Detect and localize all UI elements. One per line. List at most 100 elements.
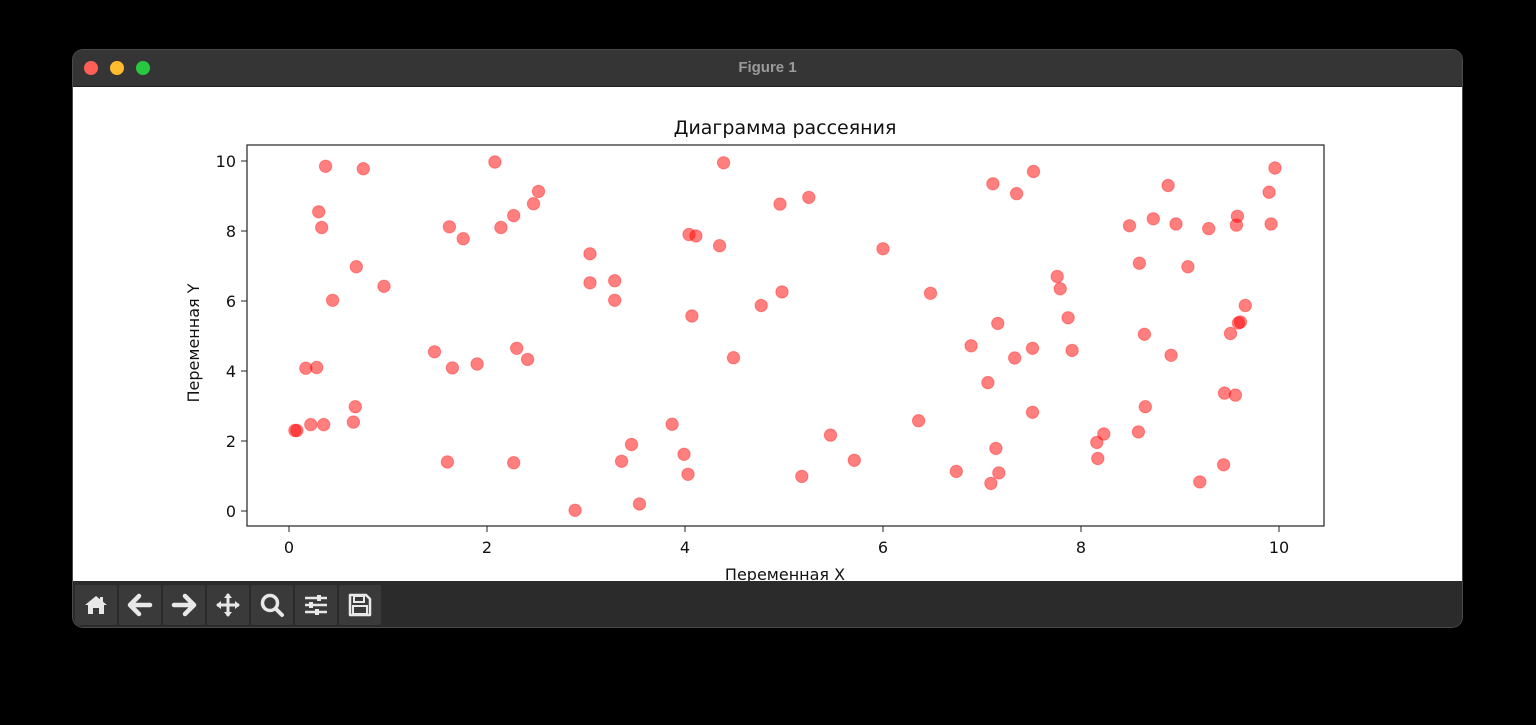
data-point [802, 190, 816, 205]
data-point [317, 417, 331, 432]
zoom-button[interactable] [251, 585, 293, 625]
data-point [726, 351, 741, 365]
data-point [608, 274, 622, 288]
x-tick-label: 4 [680, 538, 690, 557]
y-tick-label: 2 [226, 432, 236, 451]
data-point [290, 423, 304, 438]
data-point [1131, 425, 1146, 439]
data-point [614, 454, 629, 468]
data-point [310, 360, 324, 375]
data-point [1146, 212, 1161, 226]
data-point [583, 247, 597, 261]
data-point [1053, 282, 1067, 296]
data-point [377, 279, 391, 294]
data-point [507, 208, 521, 223]
data-point [989, 441, 1003, 456]
data-point [1202, 221, 1216, 236]
magnifier-icon [260, 593, 284, 617]
data-point [1132, 256, 1147, 270]
y-tick-label: 8 [226, 222, 236, 241]
x-tick-label: 10 [1269, 538, 1289, 557]
minimize-window-button[interactable] [110, 61, 124, 75]
data-point [795, 469, 809, 484]
close-window-button[interactable] [84, 61, 98, 75]
sliders-icon [305, 595, 327, 615]
x-tick-label: 6 [878, 538, 888, 557]
data-point [689, 229, 703, 243]
data-point [1229, 218, 1244, 232]
data-point [445, 361, 460, 375]
data-point [526, 197, 541, 211]
data-point [632, 497, 647, 511]
home-icon [85, 596, 107, 614]
data-point [1090, 435, 1104, 450]
data-point [608, 293, 622, 308]
data-point [1223, 326, 1238, 341]
data-point [1216, 458, 1231, 472]
data-point [507, 456, 521, 470]
data-point [1217, 386, 1232, 400]
navigation-toolbar [73, 581, 1462, 627]
home-button[interactable] [75, 585, 117, 625]
arrow-left-icon [127, 593, 153, 617]
data-point [1181, 260, 1195, 274]
forward-button[interactable] [163, 585, 205, 625]
data-point [470, 357, 484, 371]
data-point [325, 293, 340, 308]
arrow-right-icon [171, 593, 197, 617]
data-point [348, 400, 362, 414]
y-tick-label: 0 [226, 502, 236, 521]
data-point [1061, 311, 1075, 325]
data-point [1268, 161, 1282, 175]
data-point [775, 285, 789, 299]
data-point [716, 156, 731, 170]
data-point [1228, 388, 1243, 402]
x-tick-label: 2 [482, 538, 492, 557]
data-point [665, 417, 679, 431]
data-point [442, 220, 457, 234]
figure-window: Figure 1 0 2 4 6 8 10 0 2 4 6 8 10 Диаграмма рассе… [73, 50, 1462, 627]
data-point [1025, 405, 1040, 419]
axes-frame [246, 144, 1325, 527]
pan-button[interactable] [207, 585, 249, 625]
y-axis-ticks: 0 2 4 6 8 10 [216, 152, 247, 521]
data-point [583, 276, 597, 290]
data-point [1050, 269, 1064, 284]
x-axis-label: Переменная X [725, 565, 845, 581]
maximize-window-button[interactable] [136, 61, 150, 75]
data-point [1137, 327, 1152, 342]
data-point [488, 155, 502, 169]
data-point [312, 205, 326, 219]
data-point [1262, 185, 1276, 199]
title-bar[interactable]: Figure 1 [73, 50, 1462, 87]
data-point [992, 466, 1006, 480]
data-point [494, 220, 508, 235]
data-point [986, 177, 1000, 191]
data-point [1169, 217, 1183, 231]
data-point [346, 415, 361, 429]
data-point [876, 242, 890, 256]
data-point [754, 298, 768, 313]
window-title: Figure 1 [738, 59, 797, 76]
data-point [520, 352, 535, 367]
floppy-disk-icon [348, 593, 372, 617]
data-point [773, 197, 787, 211]
data-point [624, 437, 639, 452]
save-button[interactable] [339, 585, 381, 625]
data-point [304, 417, 318, 432]
data-point [1138, 400, 1153, 414]
figure-canvas[interactable]: 0 2 4 6 8 10 0 2 4 6 8 10 Диаграмма рассеяния Пере… [73, 87, 1462, 584]
back-button[interactable] [119, 585, 161, 625]
configure-subplots-button[interactable] [295, 585, 337, 625]
data-point [681, 467, 695, 481]
data-point [315, 220, 329, 235]
data-point [1193, 475, 1207, 489]
data-point [568, 503, 582, 517]
data-point [1122, 219, 1137, 233]
y-axis-label: Переменная Y [184, 283, 203, 402]
data-point [318, 159, 333, 174]
data-point [531, 184, 546, 199]
data-point [1238, 298, 1253, 313]
data-points [288, 155, 1282, 517]
data-point [923, 286, 938, 301]
